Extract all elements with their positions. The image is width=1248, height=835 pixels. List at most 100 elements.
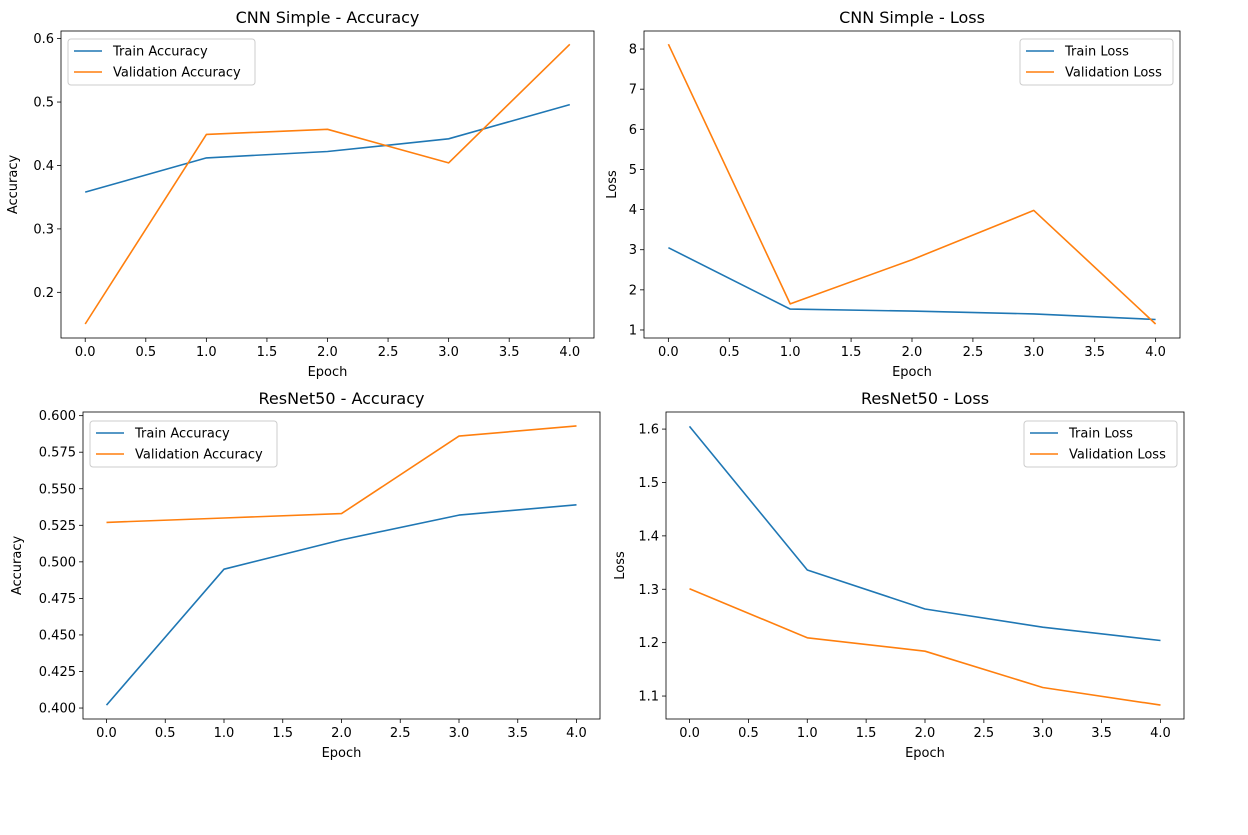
chart-title: ResNet50 - Accuracy (258, 389, 424, 408)
x-tick-label: 2.0 (317, 345, 338, 360)
y-tick-label: 1.1 (638, 690, 659, 705)
legend: Train Loss Validation Loss (1023, 420, 1178, 468)
y-tick-label: 0.600 (39, 409, 76, 424)
x-tick-label: 0.0 (679, 726, 700, 741)
series-line-train (105, 504, 577, 706)
chart-resnet-loss: ResNet50 - Loss 0.0 0.5 1.0 1.5 2.0 2.5 3.0 3.5 4… (613, 389, 1185, 761)
y-tick-label: 0.3 (33, 222, 54, 237)
x-tick-label: 0.5 (155, 726, 176, 741)
x-tick-label: 3.0 (449, 726, 470, 741)
y-tick-label: 4 (629, 203, 637, 218)
y-tick-label: 0.575 (39, 446, 76, 461)
x-tick-label: 0.0 (96, 726, 117, 741)
y-tick-label: 1.4 (638, 529, 659, 544)
x-tick-label: 1.0 (214, 726, 235, 741)
x-tick-label: 0.0 (658, 345, 679, 360)
chart-title: CNN Simple - Accuracy (236, 8, 420, 27)
y-tick-label: 1.3 (638, 583, 659, 598)
y-tick-label: 7 (629, 83, 637, 98)
x-tick-label: 2.5 (963, 345, 984, 360)
x-tick-label: 2.5 (390, 726, 411, 741)
y-tick-label: 5 (629, 163, 637, 178)
y-tick-label: 0.450 (39, 628, 76, 643)
x-tick-label: 2.5 (378, 345, 399, 360)
chart-title: ResNet50 - Loss (861, 389, 989, 408)
legend: Train Loss Validation Loss (1019, 38, 1174, 86)
y-tick-label: 8 (629, 43, 637, 58)
x-tick-label: 2.5 (974, 726, 995, 741)
x-axis-label: Epoch (308, 365, 348, 380)
x-axis-label: Epoch (322, 746, 362, 761)
series-line-validation (667, 43, 1157, 325)
y-axis-label: Accuracy (10, 536, 25, 596)
x-tick-label: 4.0 (566, 726, 587, 741)
legend-box (89, 420, 278, 468)
legend-label: Train Accuracy (134, 427, 230, 442)
y-tick-label: 0.400 (39, 702, 76, 717)
chart-cnn-accuracy: CNN Simple - Accuracy 0.0 0.5 1.0 1.5 2.0 2.5 3… (6, 8, 595, 380)
x-tick-label: 0.5 (738, 726, 759, 741)
x-tick-label: 1.5 (272, 726, 293, 741)
legend: Train Accuracy Validation Accuracy (67, 38, 256, 86)
legend-label: Validation Accuracy (135, 448, 263, 463)
series-line-train (688, 425, 1161, 642)
y-tick-label: 0.425 (39, 665, 76, 680)
x-axis-label: Epoch (892, 365, 932, 380)
x-tick-label: 2.0 (915, 726, 936, 741)
x-tick-label: 1.5 (856, 726, 877, 741)
x-tick-label: 1.0 (797, 726, 818, 741)
y-axis-label: Loss (605, 170, 620, 199)
x-tick-label: 3.5 (1084, 345, 1105, 360)
legend: Train Accuracy Validation Accuracy (89, 420, 278, 468)
y-tick-label: 0.6 (33, 32, 54, 47)
x-tick-label: 1.5 (257, 345, 278, 360)
y-tick-label: 1.2 (638, 636, 659, 651)
legend-box (1023, 420, 1178, 468)
x-tick-label: 3.5 (507, 726, 528, 741)
x-tick-label: 0.5 (719, 345, 740, 360)
legend-label: Validation Loss (1065, 66, 1162, 81)
y-tick-label: 6 (629, 123, 637, 138)
x-tick-label: 2.0 (331, 726, 352, 741)
y-axis-label: Accuracy (6, 155, 21, 215)
y-tick-label: 3 (629, 243, 637, 258)
x-tick-label: 3.0 (438, 345, 459, 360)
x-tick-label: 4.0 (1150, 726, 1171, 741)
y-tick-label: 0.550 (39, 482, 76, 497)
series-line-validation (106, 425, 577, 524)
x-tick-label: 0.0 (75, 345, 96, 360)
x-tick-label: 0.5 (135, 345, 156, 360)
x-tick-label: 3.0 (1032, 726, 1053, 741)
x-tick-label: 3.0 (1023, 345, 1044, 360)
x-tick-label: 1.0 (780, 345, 801, 360)
y-tick-label: 0.500 (39, 555, 76, 570)
x-tick-label: 1.5 (841, 345, 862, 360)
y-tick-label: 1.5 (638, 476, 659, 491)
legend-label: Train Loss (1068, 427, 1133, 442)
chart-cnn-loss: CNN Simple - Loss 0.0 0.5 1.0 1.5 2.0 2.5 3.0 3.… (605, 8, 1181, 380)
x-tick-label: 4.0 (559, 345, 580, 360)
y-tick-label: 0.4 (33, 159, 54, 174)
series-line-validation (84, 43, 571, 325)
legend-label: Validation Loss (1069, 448, 1166, 463)
legend-label: Train Loss (1064, 45, 1129, 60)
y-tick-label: 0.5 (33, 96, 54, 111)
x-tick-label: 1.0 (196, 345, 217, 360)
y-tick-label: 1.6 (638, 423, 659, 438)
y-axis-label: Loss (613, 551, 628, 580)
x-tick-label: 3.5 (499, 345, 520, 360)
x-tick-label: 3.5 (1091, 726, 1112, 741)
x-tick-label: 2.0 (902, 345, 923, 360)
chart-resnet-accuracy: ResNet50 - Accuracy 0.0 0.5 1.0 1.5 2.0 2.5 3.0… (10, 389, 601, 761)
series-line-train (668, 246, 1156, 321)
legend-box (1019, 38, 1174, 86)
legend-label: Validation Accuracy (113, 66, 241, 81)
legend-label: Train Accuracy (112, 45, 208, 60)
y-tick-label: 0.475 (39, 592, 76, 607)
x-tick-label: 4.0 (1145, 345, 1166, 360)
x-axis-label: Epoch (905, 746, 945, 761)
y-tick-label: 0.525 (39, 519, 76, 534)
series-line-validation (689, 587, 1161, 706)
legend-box (67, 38, 256, 86)
